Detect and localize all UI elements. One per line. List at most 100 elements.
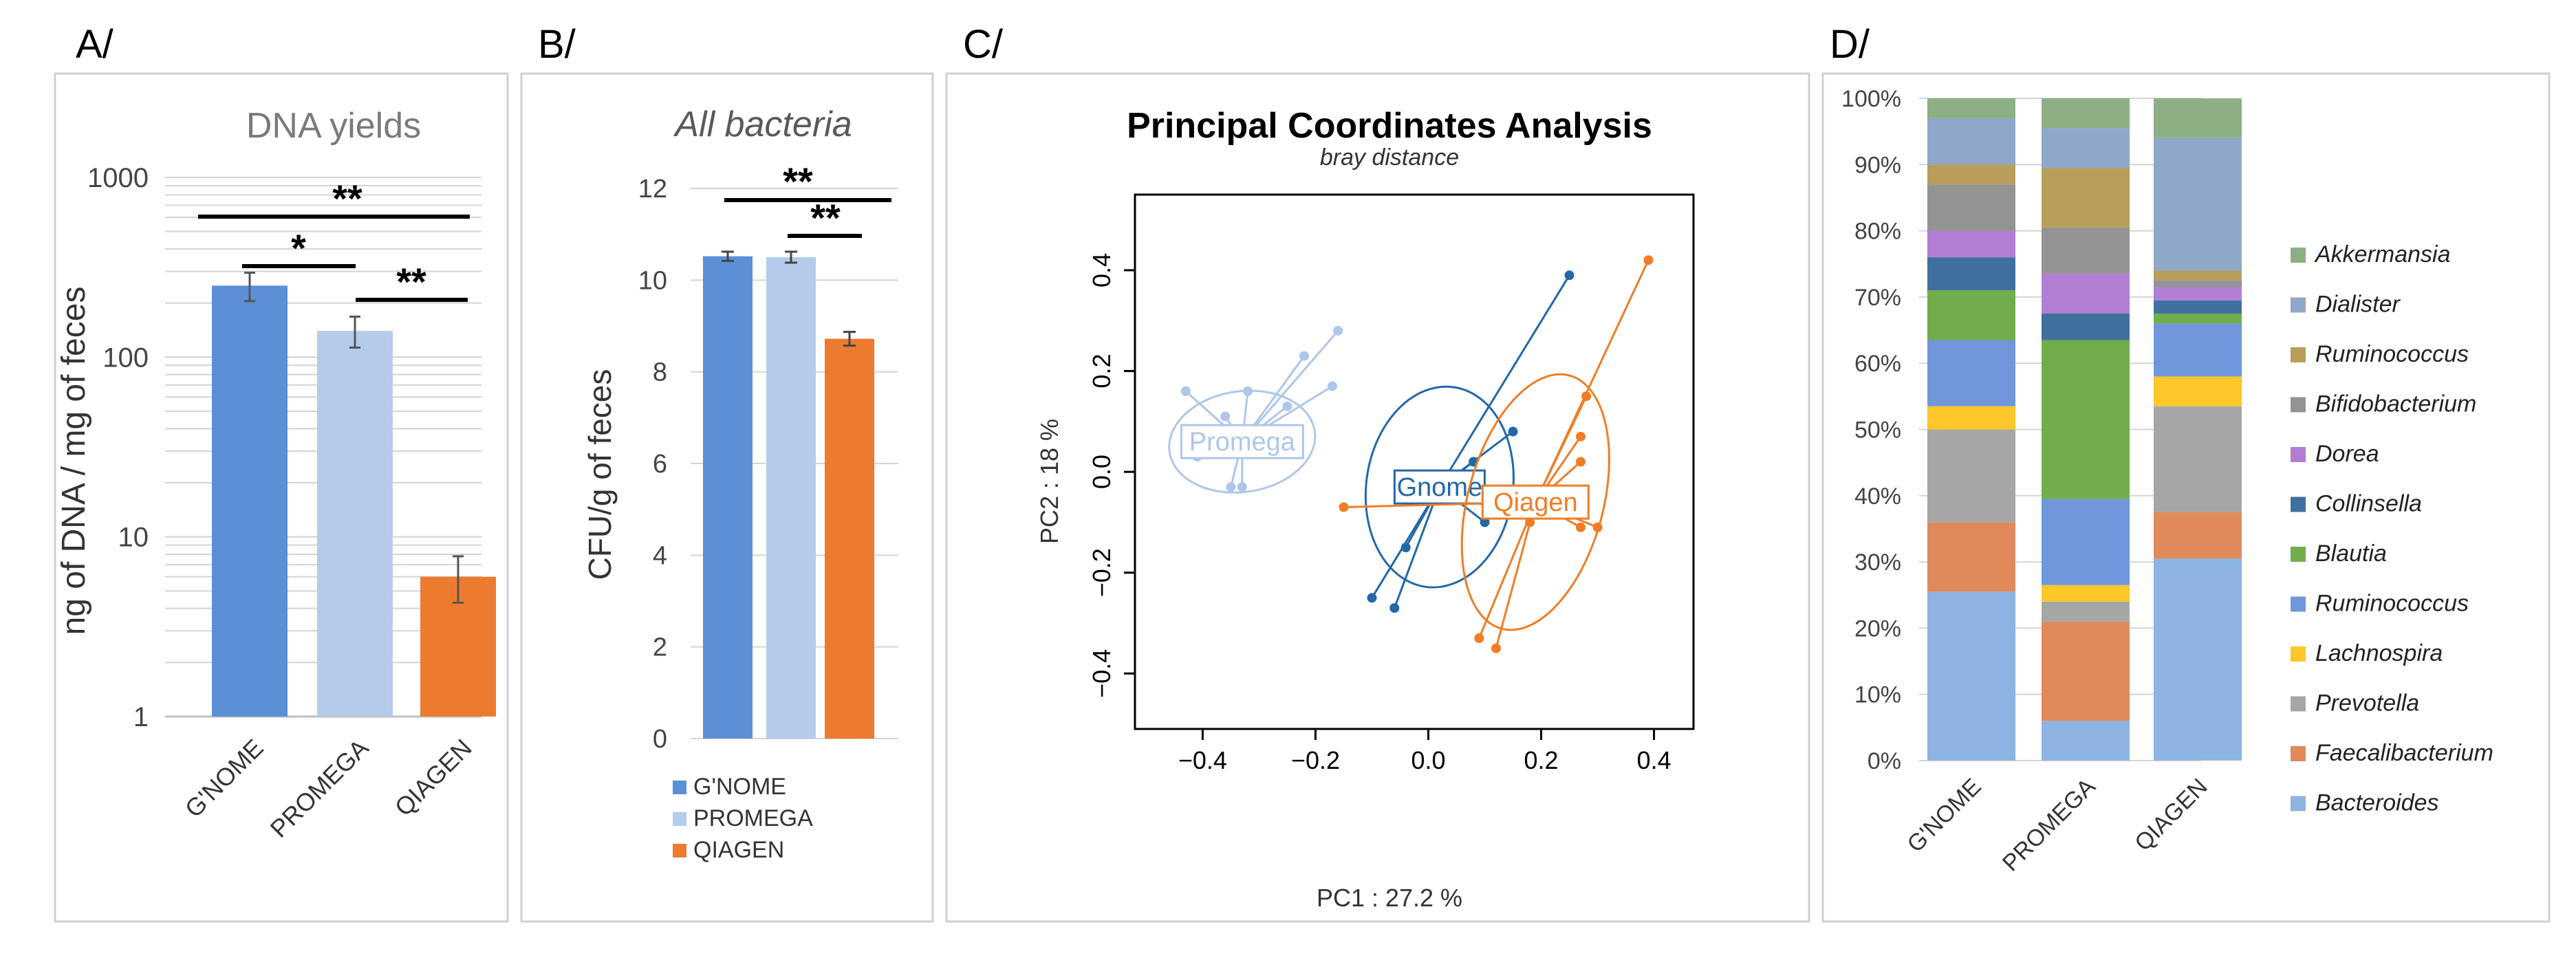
data-point xyxy=(1220,411,1231,422)
y-tick-label: 0 xyxy=(653,725,667,754)
bar-promega xyxy=(766,257,816,739)
confidence-ellipse xyxy=(1168,389,1317,494)
legend-label: QIAGEN xyxy=(693,837,784,863)
legend-swatch xyxy=(2291,796,2306,811)
stack-segment-blautia xyxy=(2042,340,2130,499)
stack-segment-dorea xyxy=(2154,287,2242,301)
x-tick-label: G'NOME xyxy=(1902,774,1986,858)
x-tick-label: 0.4 xyxy=(1637,746,1671,774)
data-point xyxy=(1226,482,1236,492)
y-tick-label: 40% xyxy=(1854,483,1901,510)
legend-swatch-promega xyxy=(673,812,686,826)
data-point xyxy=(1328,381,1338,391)
y-tick-label: 10 xyxy=(638,266,667,295)
data-point xyxy=(1575,457,1585,467)
legend-swatch xyxy=(2291,497,2306,512)
data-point xyxy=(1564,270,1574,281)
x-tick-label: G'NOME xyxy=(180,734,269,823)
stack-segment-bifidobacterium xyxy=(2042,227,2130,274)
stack-segment-collinsella xyxy=(2042,313,2130,340)
data-point xyxy=(1643,255,1654,265)
data-point xyxy=(1474,633,1484,644)
group-label-box xyxy=(1180,424,1304,459)
bar-promega xyxy=(317,331,393,717)
chart-c-xlabel: PC1 : 27.2 % xyxy=(1317,884,1462,912)
data-point xyxy=(1389,603,1400,613)
group-label: Promega xyxy=(1189,428,1296,457)
y-tick-label: 100% xyxy=(1841,86,1901,112)
y-tick-label: 50% xyxy=(1854,417,1901,444)
group-label: Gnome xyxy=(1397,473,1483,502)
panel-a-letter: A/ xyxy=(76,22,114,67)
data-point xyxy=(1400,543,1411,553)
stack-segment-ruminococcus xyxy=(1927,164,2015,185)
data-point xyxy=(1508,426,1518,437)
y-tick-label: 0.0 xyxy=(1087,455,1116,489)
chart-b-title: All bacteria xyxy=(673,105,852,144)
legend-swatch xyxy=(2291,397,2306,413)
stack-segment-bacteroides xyxy=(1927,591,2015,761)
x-tick-label: PROMEGA xyxy=(1998,774,2101,877)
stack-segment-dorea xyxy=(1927,230,2015,258)
y-tick-label: −0.2 xyxy=(1087,548,1116,597)
data-point xyxy=(1575,431,1585,441)
legend-label: Dorea xyxy=(2315,441,2379,467)
stack-segment-ruminococcus xyxy=(2154,270,2242,281)
stack-segment-ruminococcus xyxy=(2154,323,2242,377)
x-tick-label: PROMEGA xyxy=(265,734,374,843)
legend-label: Lachnospira xyxy=(2315,640,2443,666)
legend-swatch-gnome xyxy=(673,781,686,794)
data-point xyxy=(1367,593,1377,603)
group-label-box xyxy=(1481,484,1590,520)
data-point xyxy=(1525,517,1535,527)
y-tick-label: 70% xyxy=(1854,285,1901,311)
y-tick-label: 90% xyxy=(1854,152,1901,178)
panel-d-letter: D/ xyxy=(1830,22,1870,67)
spider-line xyxy=(1241,329,1339,443)
stack-segment-lachnospira xyxy=(2154,376,2242,406)
data-point xyxy=(1282,401,1292,411)
panel-c-letter: C/ xyxy=(963,22,1004,67)
stack-segment-prevotella xyxy=(1927,429,2015,523)
stack-segment-bifidobacterium xyxy=(2154,280,2242,287)
panel-a-frame xyxy=(54,72,509,923)
significance-label: ** xyxy=(332,177,362,220)
y-tick-label: 10 xyxy=(118,523,149,553)
significance-label: ** xyxy=(810,196,841,239)
group-label: Qiagen xyxy=(1493,488,1578,517)
legend-label: Collinsella xyxy=(2315,491,2422,517)
y-tick-label: 0.2 xyxy=(1087,354,1116,389)
spider-line xyxy=(1534,395,1588,503)
x-tick-label: −0.4 xyxy=(1178,746,1227,774)
y-tick-label: 4 xyxy=(653,541,667,570)
x-tick-label: 0.2 xyxy=(1524,746,1559,774)
legend-label: Faecalibacterium xyxy=(2315,740,2493,766)
chart-a-significance: ** * ** xyxy=(198,177,470,303)
stack-segment-ruminococcus xyxy=(1927,340,2015,406)
stack-segment-akkermansia xyxy=(2154,98,2242,138)
panel-b-frame xyxy=(520,72,934,923)
y-tick-label: 80% xyxy=(1854,219,1901,245)
chart-b-significance: ** ** xyxy=(724,160,891,239)
chart-b-legend: G'NOME PROMEGA QIAGEN xyxy=(673,774,813,863)
data-point xyxy=(1299,351,1310,361)
chart-b-ylabel: CFU/g of feces xyxy=(582,369,618,580)
stack-segment-dialister xyxy=(2042,128,2130,168)
x-tick-label: −0.2 xyxy=(1291,746,1340,774)
stack-segment-collinsella xyxy=(2154,300,2242,314)
legend-swatch-qiagen xyxy=(673,844,686,858)
chart-a-ylabel: ng of DNA / mg of feces xyxy=(56,287,92,635)
pcoa-group-promega: Promega xyxy=(1168,325,1343,494)
pcoa-group-gnome: Gnome xyxy=(1364,270,1574,613)
spider-line xyxy=(1393,486,1441,609)
legend-swatch xyxy=(2291,596,2306,612)
chart-c-title: Principal Coordinates Analysis xyxy=(1127,106,1652,146)
legend-swatch xyxy=(2291,646,2306,662)
legend-swatch xyxy=(2291,696,2306,712)
y-tick-label: 2 xyxy=(653,633,667,662)
pcoa-plot-frame xyxy=(1134,193,1695,730)
x-tick-label: 0.0 xyxy=(1411,746,1445,774)
legend-label: Dialister xyxy=(2315,292,2401,318)
